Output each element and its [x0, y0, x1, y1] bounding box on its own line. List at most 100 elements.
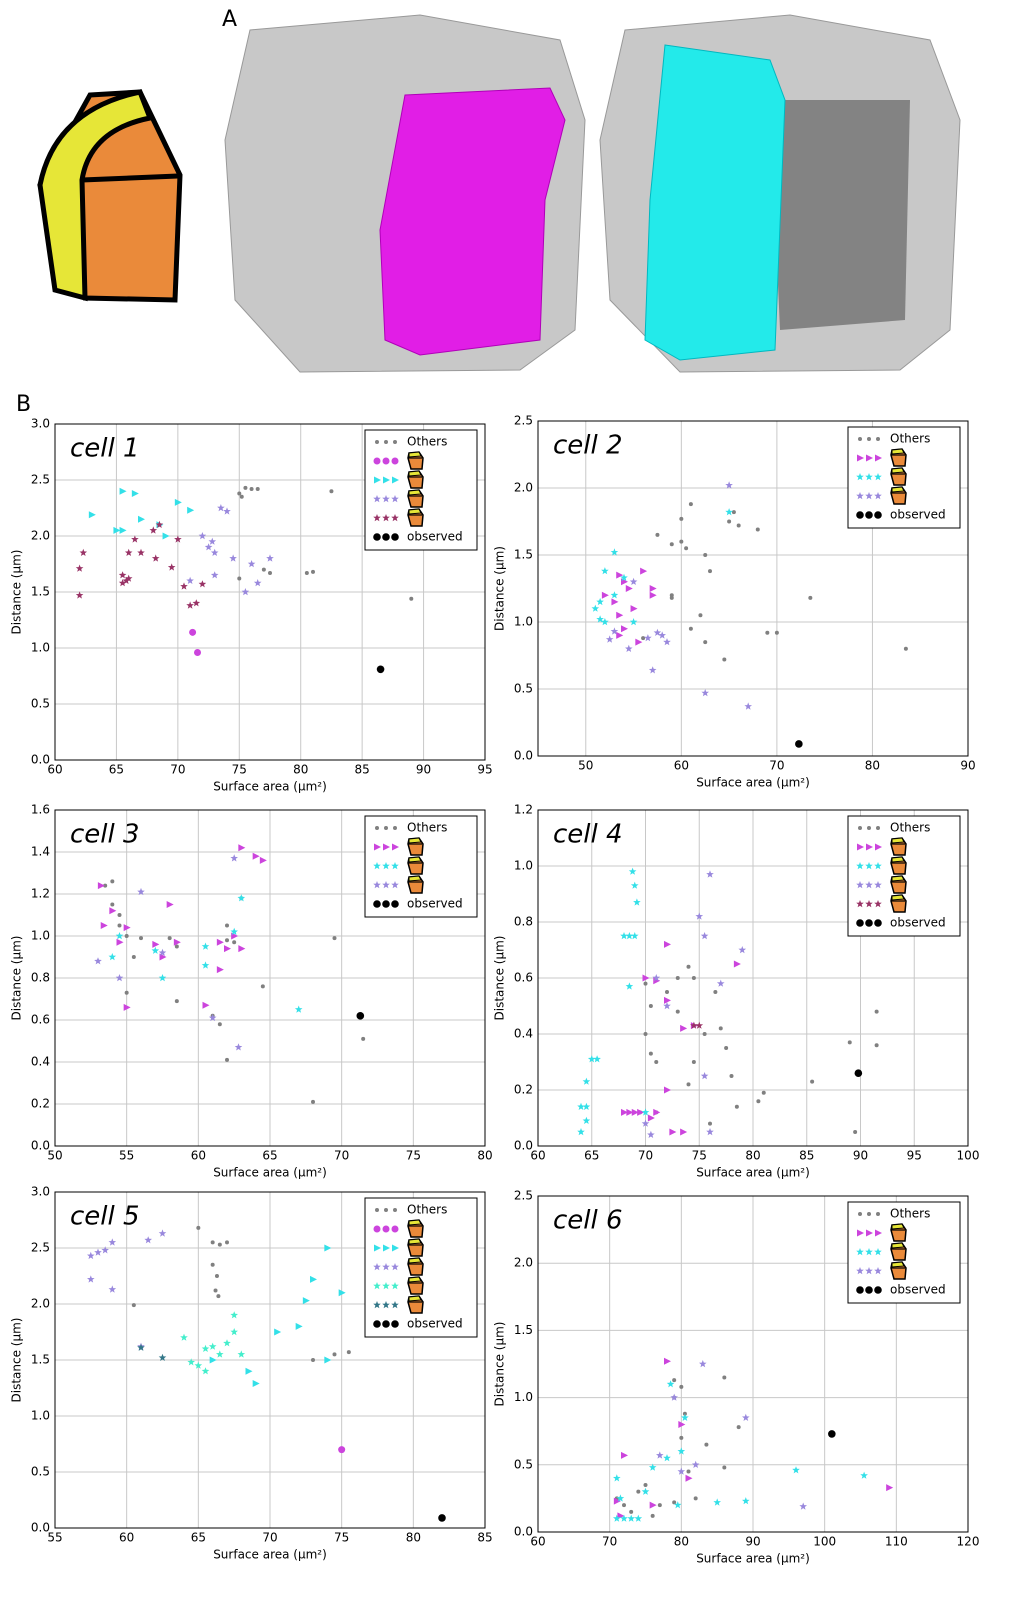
- point: [641, 1108, 650, 1116]
- point: [765, 630, 770, 635]
- point: [88, 511, 96, 519]
- legend-label: observed: [407, 1317, 463, 1331]
- legend-marker: [384, 826, 388, 830]
- legend-label: Others: [890, 821, 930, 835]
- point: [237, 576, 242, 581]
- legend-marker: [393, 440, 397, 444]
- point: [210, 1262, 215, 1267]
- cell-icon-layer: [37, 89, 154, 302]
- x-tick-label: 80: [293, 763, 308, 777]
- legend-marker: [857, 843, 864, 851]
- point: [124, 934, 129, 938]
- point: [229, 554, 237, 562]
- y-tick-label: 0.2: [514, 1083, 533, 1097]
- y-axis-label: Distance (µm): [493, 546, 507, 631]
- legend-icon-layer: [891, 875, 905, 882]
- point: [252, 1380, 260, 1388]
- point: [706, 1128, 714, 1136]
- x-tick-label: 70: [769, 759, 784, 773]
- point: [192, 599, 201, 607]
- point: [672, 1500, 677, 1505]
- point: [593, 1055, 601, 1063]
- plot-frame: [54, 1191, 486, 1529]
- point: [627, 1514, 635, 1522]
- y-tick-label: 1.6: [31, 803, 50, 817]
- point: [152, 940, 160, 948]
- point: [302, 1297, 310, 1305]
- legend-marker: [382, 862, 390, 870]
- point: [666, 1380, 675, 1388]
- legend-marker: [857, 454, 864, 462]
- point: [110, 902, 115, 907]
- y-tick-label: 1.0: [31, 641, 50, 655]
- point: [324, 1356, 332, 1364]
- point: [117, 923, 122, 928]
- legend-marker: [382, 495, 390, 503]
- point: [691, 1460, 700, 1468]
- point: [761, 1090, 766, 1095]
- point: [677, 1447, 686, 1455]
- legend-marker: [874, 900, 882, 908]
- point: [230, 927, 238, 935]
- y-tick-label: 0.0: [514, 1139, 533, 1153]
- x-tick-label: 90: [745, 1535, 760, 1549]
- legend-marker: [866, 1229, 873, 1237]
- legend-icon-layer: [408, 837, 422, 844]
- point: [198, 532, 207, 540]
- legend-marker: [856, 1286, 864, 1294]
- plot-frame: [54, 423, 486, 761]
- point: [621, 1451, 628, 1459]
- point: [117, 913, 122, 917]
- point: [669, 542, 674, 547]
- x-tick-label: 85: [355, 763, 370, 777]
- point: [582, 1116, 591, 1124]
- y-tick-label: 2.0: [514, 1256, 533, 1270]
- point: [641, 636, 646, 641]
- legend-marker: [391, 1263, 399, 1271]
- point: [266, 554, 274, 562]
- point: [224, 945, 231, 953]
- point: [582, 1077, 591, 1085]
- point: [230, 1311, 238, 1319]
- point: [654, 1060, 659, 1064]
- legend-icon-layer: [408, 1257, 422, 1264]
- point: [237, 894, 246, 902]
- panel-label: A: [222, 7, 237, 32]
- legend-marker: [375, 826, 379, 830]
- point: [695, 1021, 704, 1029]
- legend-label: Others: [890, 1207, 930, 1221]
- point: [738, 946, 747, 954]
- point: [151, 554, 160, 562]
- point: [847, 1040, 852, 1045]
- y-tick-label: 0.0: [514, 1525, 533, 1539]
- point: [642, 974, 650, 982]
- point: [131, 1303, 136, 1308]
- legend-marker: [382, 1225, 390, 1233]
- legend-marker: [391, 1301, 399, 1309]
- x-tick-label: 70: [262, 1531, 277, 1545]
- point: [713, 990, 718, 994]
- point: [201, 942, 210, 950]
- point: [860, 1471, 868, 1479]
- point: [94, 957, 102, 965]
- point: [716, 979, 725, 987]
- point: [630, 881, 639, 889]
- legend-marker: [857, 1229, 864, 1237]
- point: [167, 563, 176, 571]
- point: [158, 948, 167, 956]
- point: [652, 974, 661, 982]
- point: [633, 898, 641, 906]
- point: [663, 1002, 671, 1010]
- x-tick-label: 60: [119, 1531, 134, 1545]
- legend-marker: [373, 1263, 381, 1271]
- point: [625, 932, 634, 940]
- point: [118, 571, 127, 579]
- point: [718, 1026, 723, 1031]
- x-tick-label: 80: [477, 1149, 492, 1163]
- point: [194, 648, 202, 656]
- point: [755, 527, 760, 532]
- point: [629, 577, 638, 585]
- point: [259, 856, 267, 864]
- legend-label: observed: [890, 508, 946, 522]
- legend-marker: [865, 919, 873, 927]
